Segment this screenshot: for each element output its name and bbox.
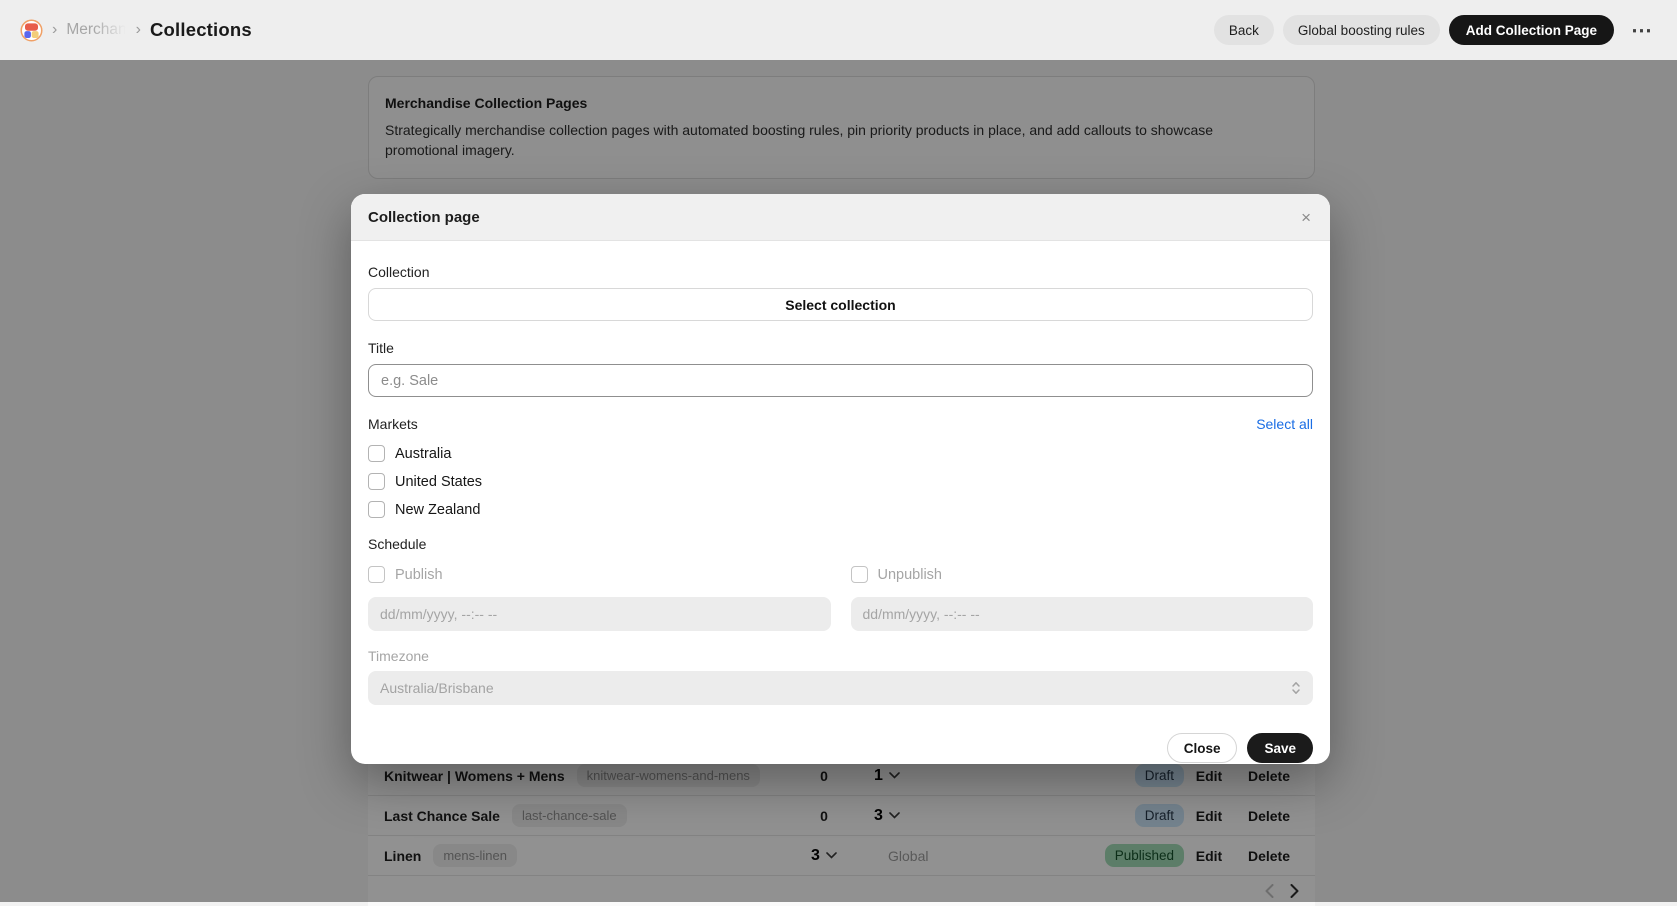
collection-name: Knitwear | Womens + Mens [384,767,565,784]
position-dropdown[interactable]: 1 [874,767,1054,785]
title-input[interactable] [368,364,1313,397]
chevron-down-icon [826,852,837,859]
select-all-link[interactable]: Select all [1256,416,1313,432]
page-title: Collections [149,19,252,40]
merchandise-info-card: Merchandise Collection Pages Strategical… [368,76,1315,179]
checkbox-australia[interactable] [368,445,385,462]
back-button[interactable]: Back [1213,15,1274,45]
timezone-label: Timezone [368,648,429,664]
table-row: Linen mens-linen 3 Global Published Edit… [368,836,1315,876]
modal-footer: Close Save [368,733,1313,763]
status-badge: Published [1104,844,1184,867]
app-logo-icon[interactable] [20,18,43,42]
checkbox-united-states[interactable] [368,473,385,490]
publish-date-input[interactable] [368,597,831,631]
info-card-title: Merchandise Collection Pages [385,95,588,111]
status-badge: Draft [1134,804,1184,827]
position-value: 1 [874,766,883,784]
collection-slug-chip: mens-linen [433,844,517,867]
edit-button[interactable]: Edit [1195,767,1223,784]
delete-button[interactable]: Delete [1247,807,1291,824]
checkbox-new-zealand[interactable] [368,501,385,518]
breadcrumb-separator: › [52,21,58,38]
unpublish-label: Unpublish [877,566,943,583]
market-option: Australia [368,445,1313,462]
pagination [368,876,1315,906]
global-boosting-rules-button[interactable]: Global boosting rules [1282,15,1440,45]
save-button[interactable]: Save [1247,733,1313,763]
collection-name: Last Chance Sale [384,807,500,824]
collection-slug-chip: last-chance-sale [511,804,627,827]
top-bar: › Merchan › Collections Back Global boos… [0,0,1677,60]
close-button[interactable]: Close [1166,733,1238,763]
collection-count: 0 [820,807,828,824]
delete-button[interactable]: Delete [1247,767,1291,784]
market-option-label: United States [395,473,483,490]
collection-page-modal: Collection page × Collection Select coll… [351,194,1330,764]
topbar-actions: Back Global boosting rules Add Collectio… [1213,15,1657,45]
position-value: 3 [874,806,883,824]
modal-body: Collection Select collection Title Marke… [351,241,1330,763]
close-icon[interactable]: × [1301,207,1311,227]
chevron-down-icon [889,812,900,819]
pagination-next-icon[interactable] [1290,884,1299,898]
unpublish-date-input[interactable] [850,597,1313,631]
checkbox-publish[interactable] [368,566,385,583]
collection-label: Collection [368,264,430,280]
timezone-value: Australia/Brisbane [380,680,494,696]
count-dropdown[interactable]: 3 [811,847,837,865]
table-row: Knitwear | Womens + Mens knitwear-womens… [368,756,1315,796]
modal-header: Collection page × [351,194,1330,241]
region-label: Global [888,847,929,864]
collection-count: 0 [820,767,828,784]
delete-button[interactable]: Delete [1247,847,1291,864]
info-card-description: Strategically merchandise collection pag… [385,122,1214,158]
edit-button[interactable]: Edit [1195,847,1223,864]
table-row: Last Chance Sale last-chance-sale 0 3 Dr… [368,796,1315,836]
publish-option: Publish [368,566,831,583]
market-option: New Zealand [368,501,1313,518]
more-options-icon[interactable]: ⋯ [1627,20,1657,41]
collection-slug-chip: knitwear-womens-and-mens [576,764,760,787]
publish-column: Publish [368,566,831,631]
timezone-select[interactable]: Australia/Brisbane [368,671,1313,705]
pagination-prev-icon[interactable] [1265,884,1274,898]
select-stepper-icon [1292,682,1300,694]
title-label: Title [368,340,394,356]
modal-title: Collection page [368,208,480,226]
page-content: Merchandise Collection Pages Strategical… [368,60,1315,906]
collection-name: Linen [384,847,422,864]
breadcrumb-separator: › [135,21,141,38]
collections-table: Knitwear | Womens + Mens knitwear-womens… [368,756,1315,906]
breadcrumb-parent[interactable]: Merchan [66,21,127,38]
status-badge: Draft [1134,764,1184,787]
unpublish-column: Unpublish [850,566,1314,631]
publish-label: Publish [395,566,443,583]
market-option-label: New Zealand [395,501,481,518]
unpublish-option: Unpublish [850,566,1314,583]
schedule-label: Schedule [368,536,427,552]
market-option: United States [368,473,1313,490]
count-value: 3 [811,846,820,864]
position-dropdown[interactable]: 3 [874,807,1054,825]
markets-label: Markets [368,416,418,432]
market-option-label: Australia [395,445,452,462]
add-collection-page-button[interactable]: Add Collection Page [1448,15,1614,45]
select-collection-button[interactable]: Select collection [368,288,1313,321]
checkbox-unpublish[interactable] [850,566,868,583]
edit-button[interactable]: Edit [1195,807,1223,824]
chevron-down-icon [889,772,900,779]
